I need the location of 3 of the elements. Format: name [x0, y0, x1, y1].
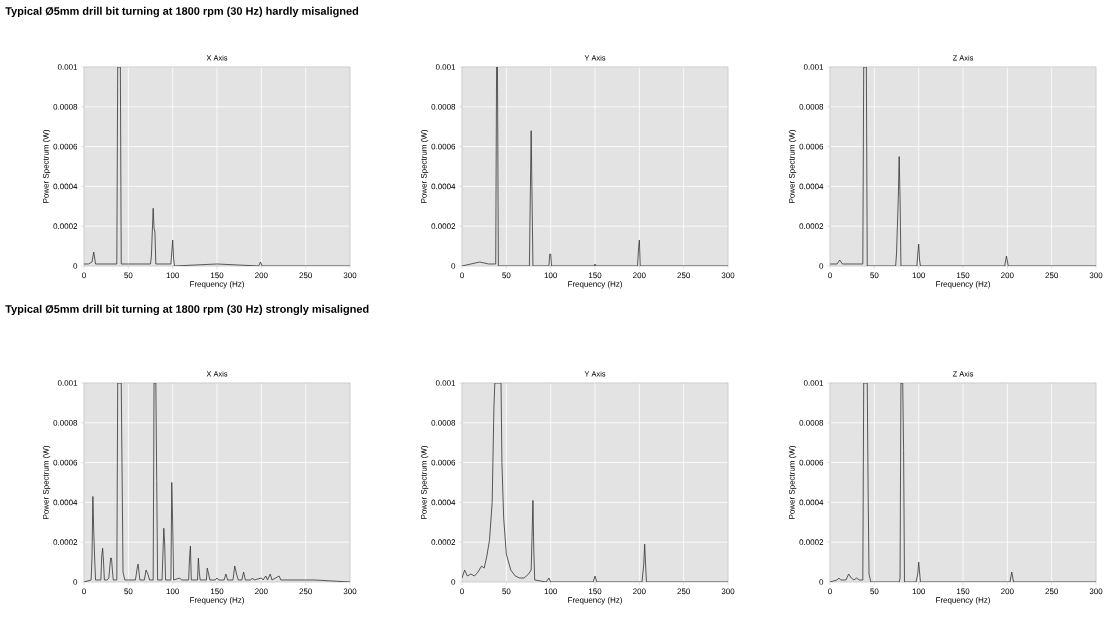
- text: Typical Ø5mm drill bit turning at 1800 rpm (30 Hz) strongly misaligned: [5, 304, 369, 316]
- line-series: [462, 382, 729, 582]
- text: Typical Ø5mm drill bit turning at 1800 rpm (30 Hz) hardly misaligned: [5, 6, 359, 18]
